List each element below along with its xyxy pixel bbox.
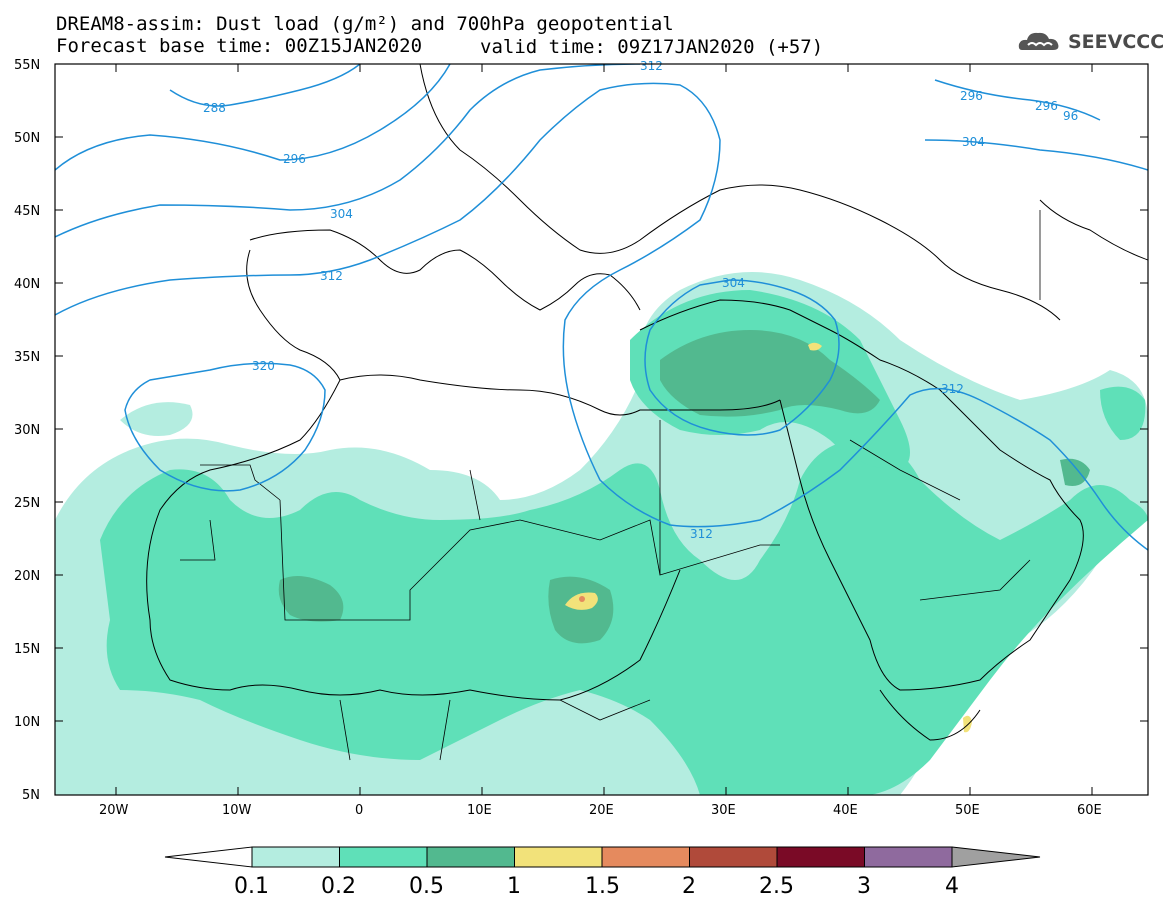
colorbar-segment: [339, 846, 428, 868]
contour-label: 304: [962, 135, 985, 149]
colorbar-label: 2.5: [759, 874, 794, 899]
colorbar-label: 1: [507, 874, 521, 899]
lat-label: 30N: [14, 423, 40, 438]
geopotential-contours: [55, 64, 1148, 551]
colorbar-segment: [514, 846, 603, 868]
contour-label: 296: [283, 152, 306, 166]
colorbar-label: 0.1: [234, 874, 269, 899]
lon-label: 10E: [467, 803, 492, 818]
latitude-ticks: [55, 136, 1148, 722]
lat-label: 55N: [14, 58, 40, 73]
forecast-base-time: Forecast base time: 00Z15JAN2020: [56, 35, 423, 57]
contour-label: 296: [1035, 99, 1058, 113]
latitude-axis: 55N 50N 45N 40N 35N 30N 25N 20N 15N 10N …: [14, 58, 40, 803]
colorbar-segment-below: [164, 846, 253, 868]
contour-label: 304: [722, 276, 745, 290]
lat-label: 50N: [14, 131, 40, 146]
contour-labels: 288 296 304 312 320 312 304 312 296 296 …: [203, 59, 1078, 541]
colorbar-label: 4: [945, 874, 959, 899]
colorbar-segment: [864, 846, 953, 868]
contour-label: 288: [203, 101, 226, 115]
lat-label: 5N: [22, 788, 40, 803]
lat-label: 15N: [14, 642, 40, 657]
cloud-icon: [1018, 32, 1059, 50]
lat-label: 40N: [14, 277, 40, 292]
colorbar-segment: [601, 846, 690, 868]
lon-label: 30E: [711, 803, 736, 818]
contour-label: 304: [330, 207, 353, 221]
colorbar-segment: [689, 846, 778, 868]
colorbar-segment: [776, 846, 865, 868]
contour-label: 96: [1063, 109, 1078, 123]
lat-label: 20N: [14, 569, 40, 584]
lon-label: 20W: [99, 803, 129, 818]
colorbar-labels: 0.1 0.2 0.5 1 1.5 2 2.5 3 4: [234, 874, 959, 899]
logo-text: SEEVCCC: [1068, 31, 1165, 53]
lon-label: 20E: [589, 803, 614, 818]
contour-label: 312: [320, 269, 343, 283]
valid-time: valid time: 09Z17JAN2020 (+57): [480, 36, 824, 58]
colorbar-segment: [426, 846, 515, 868]
colorbar-label: 0.2: [321, 874, 356, 899]
lat-label: 25N: [14, 496, 40, 511]
contour-label: 312: [690, 527, 713, 541]
longitude-axis: 20W 10W 0 10E 20E 30E 40E 50E 60E: [99, 803, 1102, 818]
coastlines: [146, 64, 1148, 741]
lon-label: 40E: [833, 803, 858, 818]
lat-label: 10N: [14, 715, 40, 730]
longitude-ticks: [115, 64, 1093, 795]
colorbar: [164, 846, 1041, 868]
map-title: DREAM8-assim: Dust load (g/m²) and 700hP…: [56, 13, 674, 35]
contour-label: 320: [252, 359, 275, 373]
colorbar-segment-above: [951, 846, 1041, 868]
contour-label: 296: [960, 89, 983, 103]
contour-label: 312: [640, 59, 663, 73]
lat-label: 35N: [14, 350, 40, 365]
lat-label: 45N: [14, 204, 40, 219]
dust-layer-high: [278, 330, 1090, 644]
lon-label: 50E: [955, 803, 980, 818]
lon-label: 60E: [1077, 803, 1102, 818]
colorbar-segment: [251, 846, 340, 868]
colorbar-label: 2: [682, 874, 696, 899]
colorbar-label: 1.5: [585, 874, 620, 899]
borders: [180, 210, 1041, 761]
lon-label: 10W: [222, 803, 252, 818]
lon-label: 0: [355, 803, 363, 818]
colorbar-label: 0.5: [409, 874, 444, 899]
colorbar-label: 3: [857, 874, 871, 899]
contour-label: 312: [941, 382, 964, 396]
dust-max-point: [579, 596, 585, 602]
